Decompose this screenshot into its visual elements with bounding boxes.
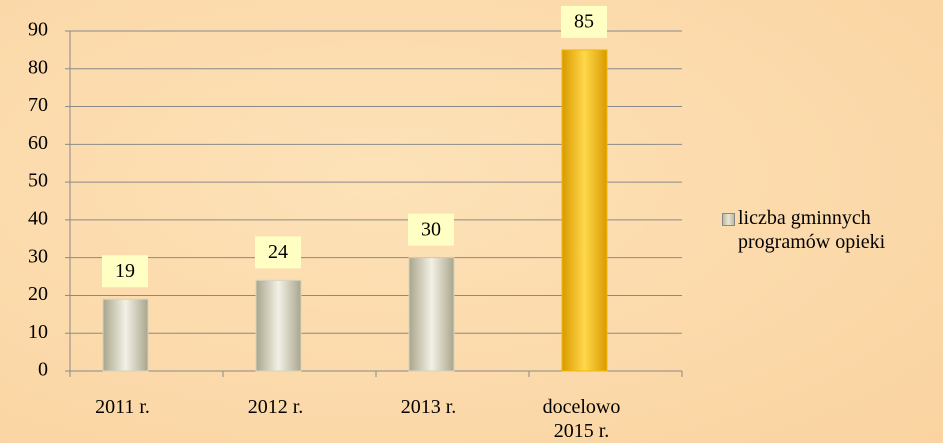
value-label-box	[408, 213, 454, 246]
value-label-box	[255, 236, 301, 269]
y-tick-label: 40	[28, 207, 48, 229]
bar	[102, 298, 149, 372]
y-tick-label: 0	[38, 359, 48, 381]
legend-swatch	[722, 213, 735, 226]
value-label-box	[561, 5, 607, 38]
bar	[408, 257, 455, 372]
x-tick-label: 2012 r.	[247, 396, 304, 418]
value-label: 30	[421, 218, 441, 240]
value-label-box	[102, 255, 148, 288]
y-tick-label: 20	[28, 283, 48, 305]
bar	[255, 279, 302, 372]
y-tick-label: 80	[28, 56, 48, 78]
legend: liczba gminnych programów opieki	[722, 206, 943, 254]
x-tick-label: 2013 r.	[400, 396, 457, 418]
x-tick-label: 2011 r.	[95, 396, 150, 418]
x-tick-label: docelowo 2015 r.	[542, 396, 621, 442]
y-tick-label: 50	[28, 170, 48, 192]
y-tick-label: 60	[28, 132, 48, 154]
y-tick-label: 30	[28, 245, 48, 267]
bar	[561, 49, 608, 372]
value-label: 85	[574, 10, 594, 32]
legend-label: liczba gminnych programów opieki	[738, 207, 886, 253]
y-tick-label: 10	[28, 321, 48, 343]
y-tick-label: 70	[28, 94, 48, 116]
y-tick-label: 90	[28, 19, 48, 41]
value-label: 19	[115, 260, 135, 282]
value-label: 24	[268, 241, 288, 263]
